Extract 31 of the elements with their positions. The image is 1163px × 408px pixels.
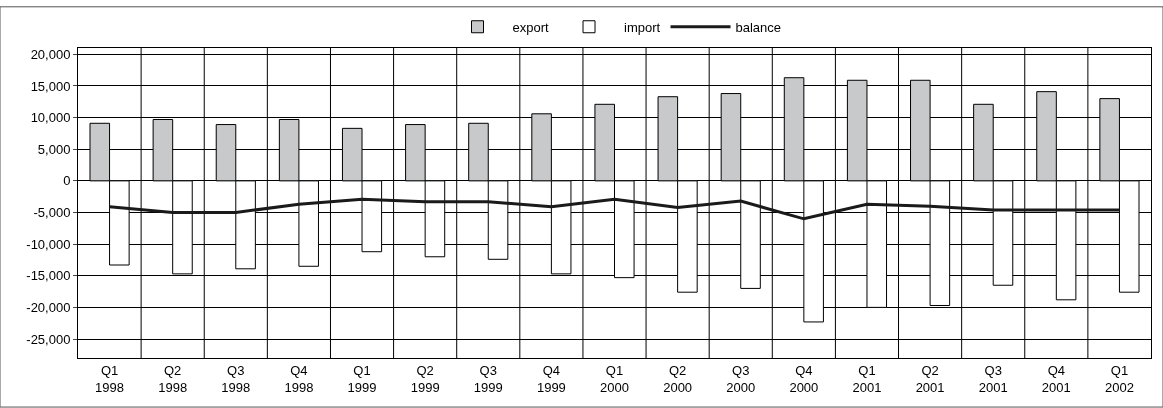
y-tick-label: -5,000 [33,205,71,221]
x-tick-label: Q2 2000 [663,362,693,395]
x-tick-label: Q2 1999 [410,362,440,395]
y-tick-label: -10,000 [26,236,71,252]
x-tick-label: Q2 1998 [158,362,188,395]
y-tick-label: 5,000 [37,141,71,157]
legend-label: balance [735,19,782,35]
x-tick-label: Q3 2000 [726,362,756,395]
x-tick-label: Q1 2001 [852,362,882,395]
y-tick-label: 0 [63,173,71,189]
x-tick-label: Q2 2001 [915,362,945,395]
x-tick-label: Q4 1999 [536,362,566,395]
y-tick-label: -20,000 [26,299,71,315]
y-tick-label: -15,000 [26,268,71,284]
legend-label: import [624,19,661,35]
x-tick-label: Q3 2001 [978,362,1008,395]
legend-label: export [512,19,550,35]
x-tick-label: Q4 1998 [284,362,314,395]
x-tick-label: Q1 1998 [95,362,125,395]
x-tick-label: Q3 1999 [473,362,503,395]
y-tick-label: 10,000 [30,110,71,126]
x-tick-label: Q1 2002 [1104,362,1134,395]
x-tick-label: Q3 1998 [221,362,251,395]
x-tick-label: Q4 2001 [1041,362,1071,395]
x-tick-label: Q1 2000 [600,362,629,395]
x-tick-label: Q1 1999 [347,362,377,395]
x-tick-label: Q4 2000 [789,362,819,395]
y-tick-label: 20,000 [30,46,71,62]
y-tick-label: -25,000 [26,331,71,347]
y-tick-label: 15,000 [30,78,71,94]
line-series [108,197,1121,221]
